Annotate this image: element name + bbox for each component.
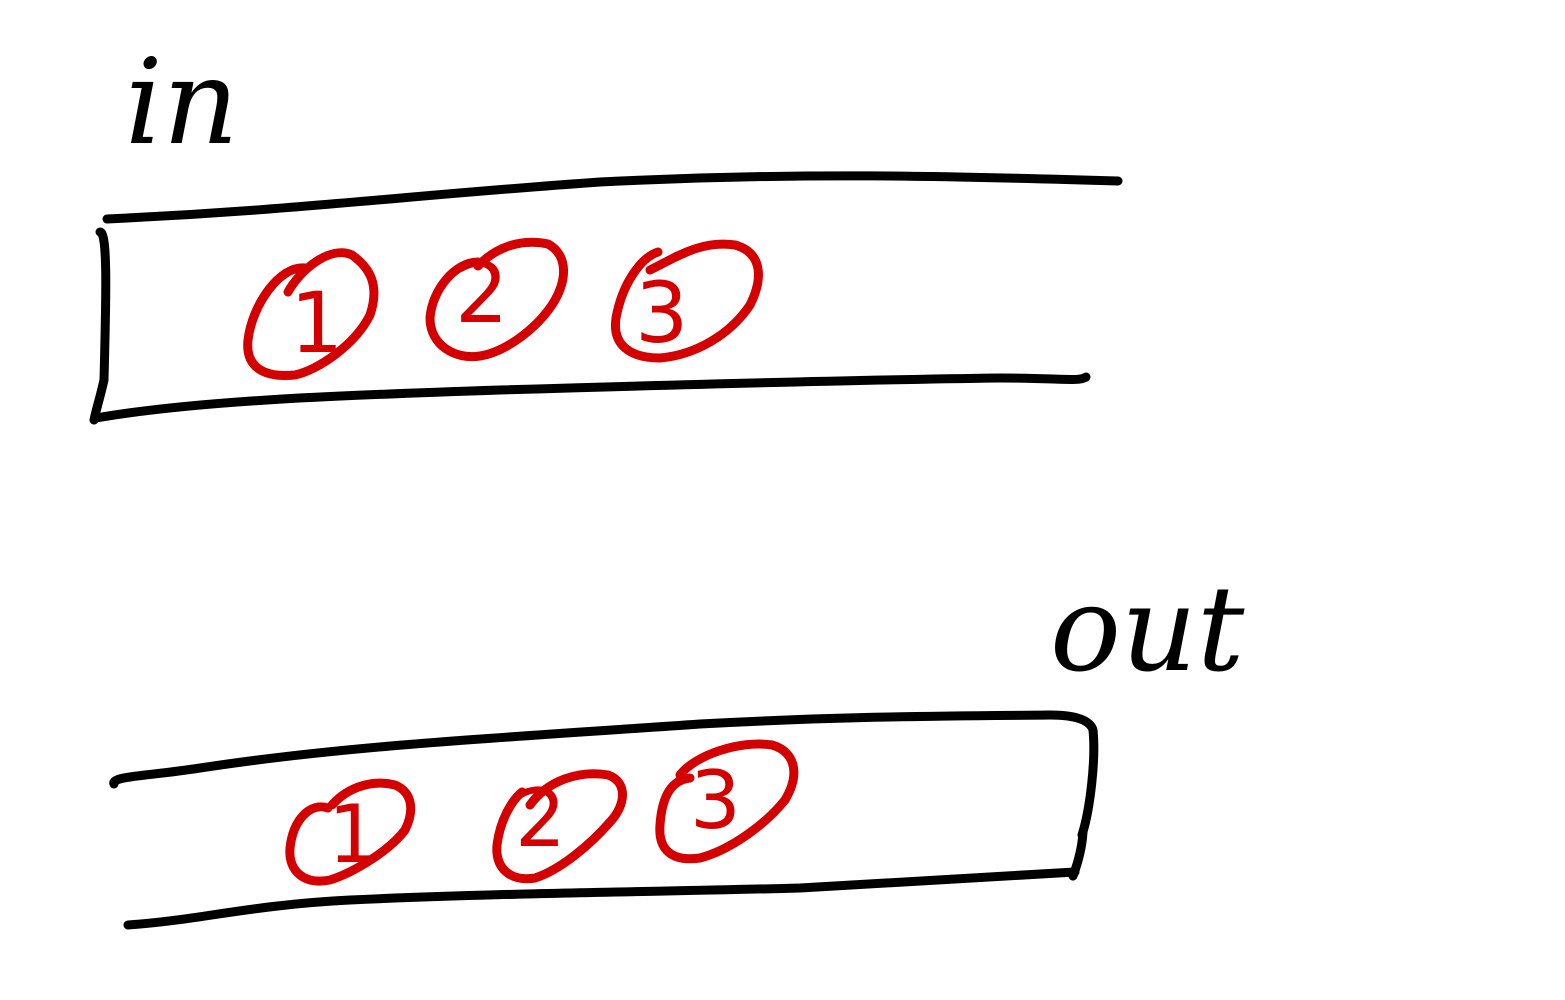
input-item-3-number: 3 (635, 264, 688, 362)
input-queue-left-edge (89, 227, 111, 425)
output-item-1-circle (285, 778, 416, 886)
input-item-3: 3 (610, 239, 763, 363)
output-item-1: 1 (285, 778, 416, 886)
output-item-3: 3 (655, 739, 799, 864)
output-item-3-number: 3 (690, 754, 741, 847)
input-queue-top-edge (102, 171, 1123, 224)
output-queue-label: out (1050, 560, 1245, 698)
input-item-2-number: 2 (455, 244, 508, 342)
input-item-1-circle (243, 248, 379, 381)
output-item-2-circle (492, 769, 627, 884)
input-item-1: 1 (243, 248, 379, 381)
input-queue-label: in (125, 33, 239, 171)
input-item-2: 2 (425, 237, 568, 362)
input-queue: in 1 2 3 (89, 33, 1123, 425)
input-item-3-circle (610, 239, 763, 363)
output-queue-top-edge (109, 710, 1099, 840)
output-item-3-circle (655, 739, 799, 864)
output-item-1-number: 1 (328, 788, 379, 881)
output-queue-bottom-edge (123, 867, 1080, 930)
input-queue-bottom-edge (91, 372, 1091, 423)
input-item-2-circle (425, 237, 568, 362)
output-queue: out 1 2 3 (109, 560, 1245, 930)
output-item-2: 2 (492, 769, 627, 884)
input-item-1-number: 1 (290, 274, 343, 372)
output-item-2-number: 2 (515, 772, 566, 865)
